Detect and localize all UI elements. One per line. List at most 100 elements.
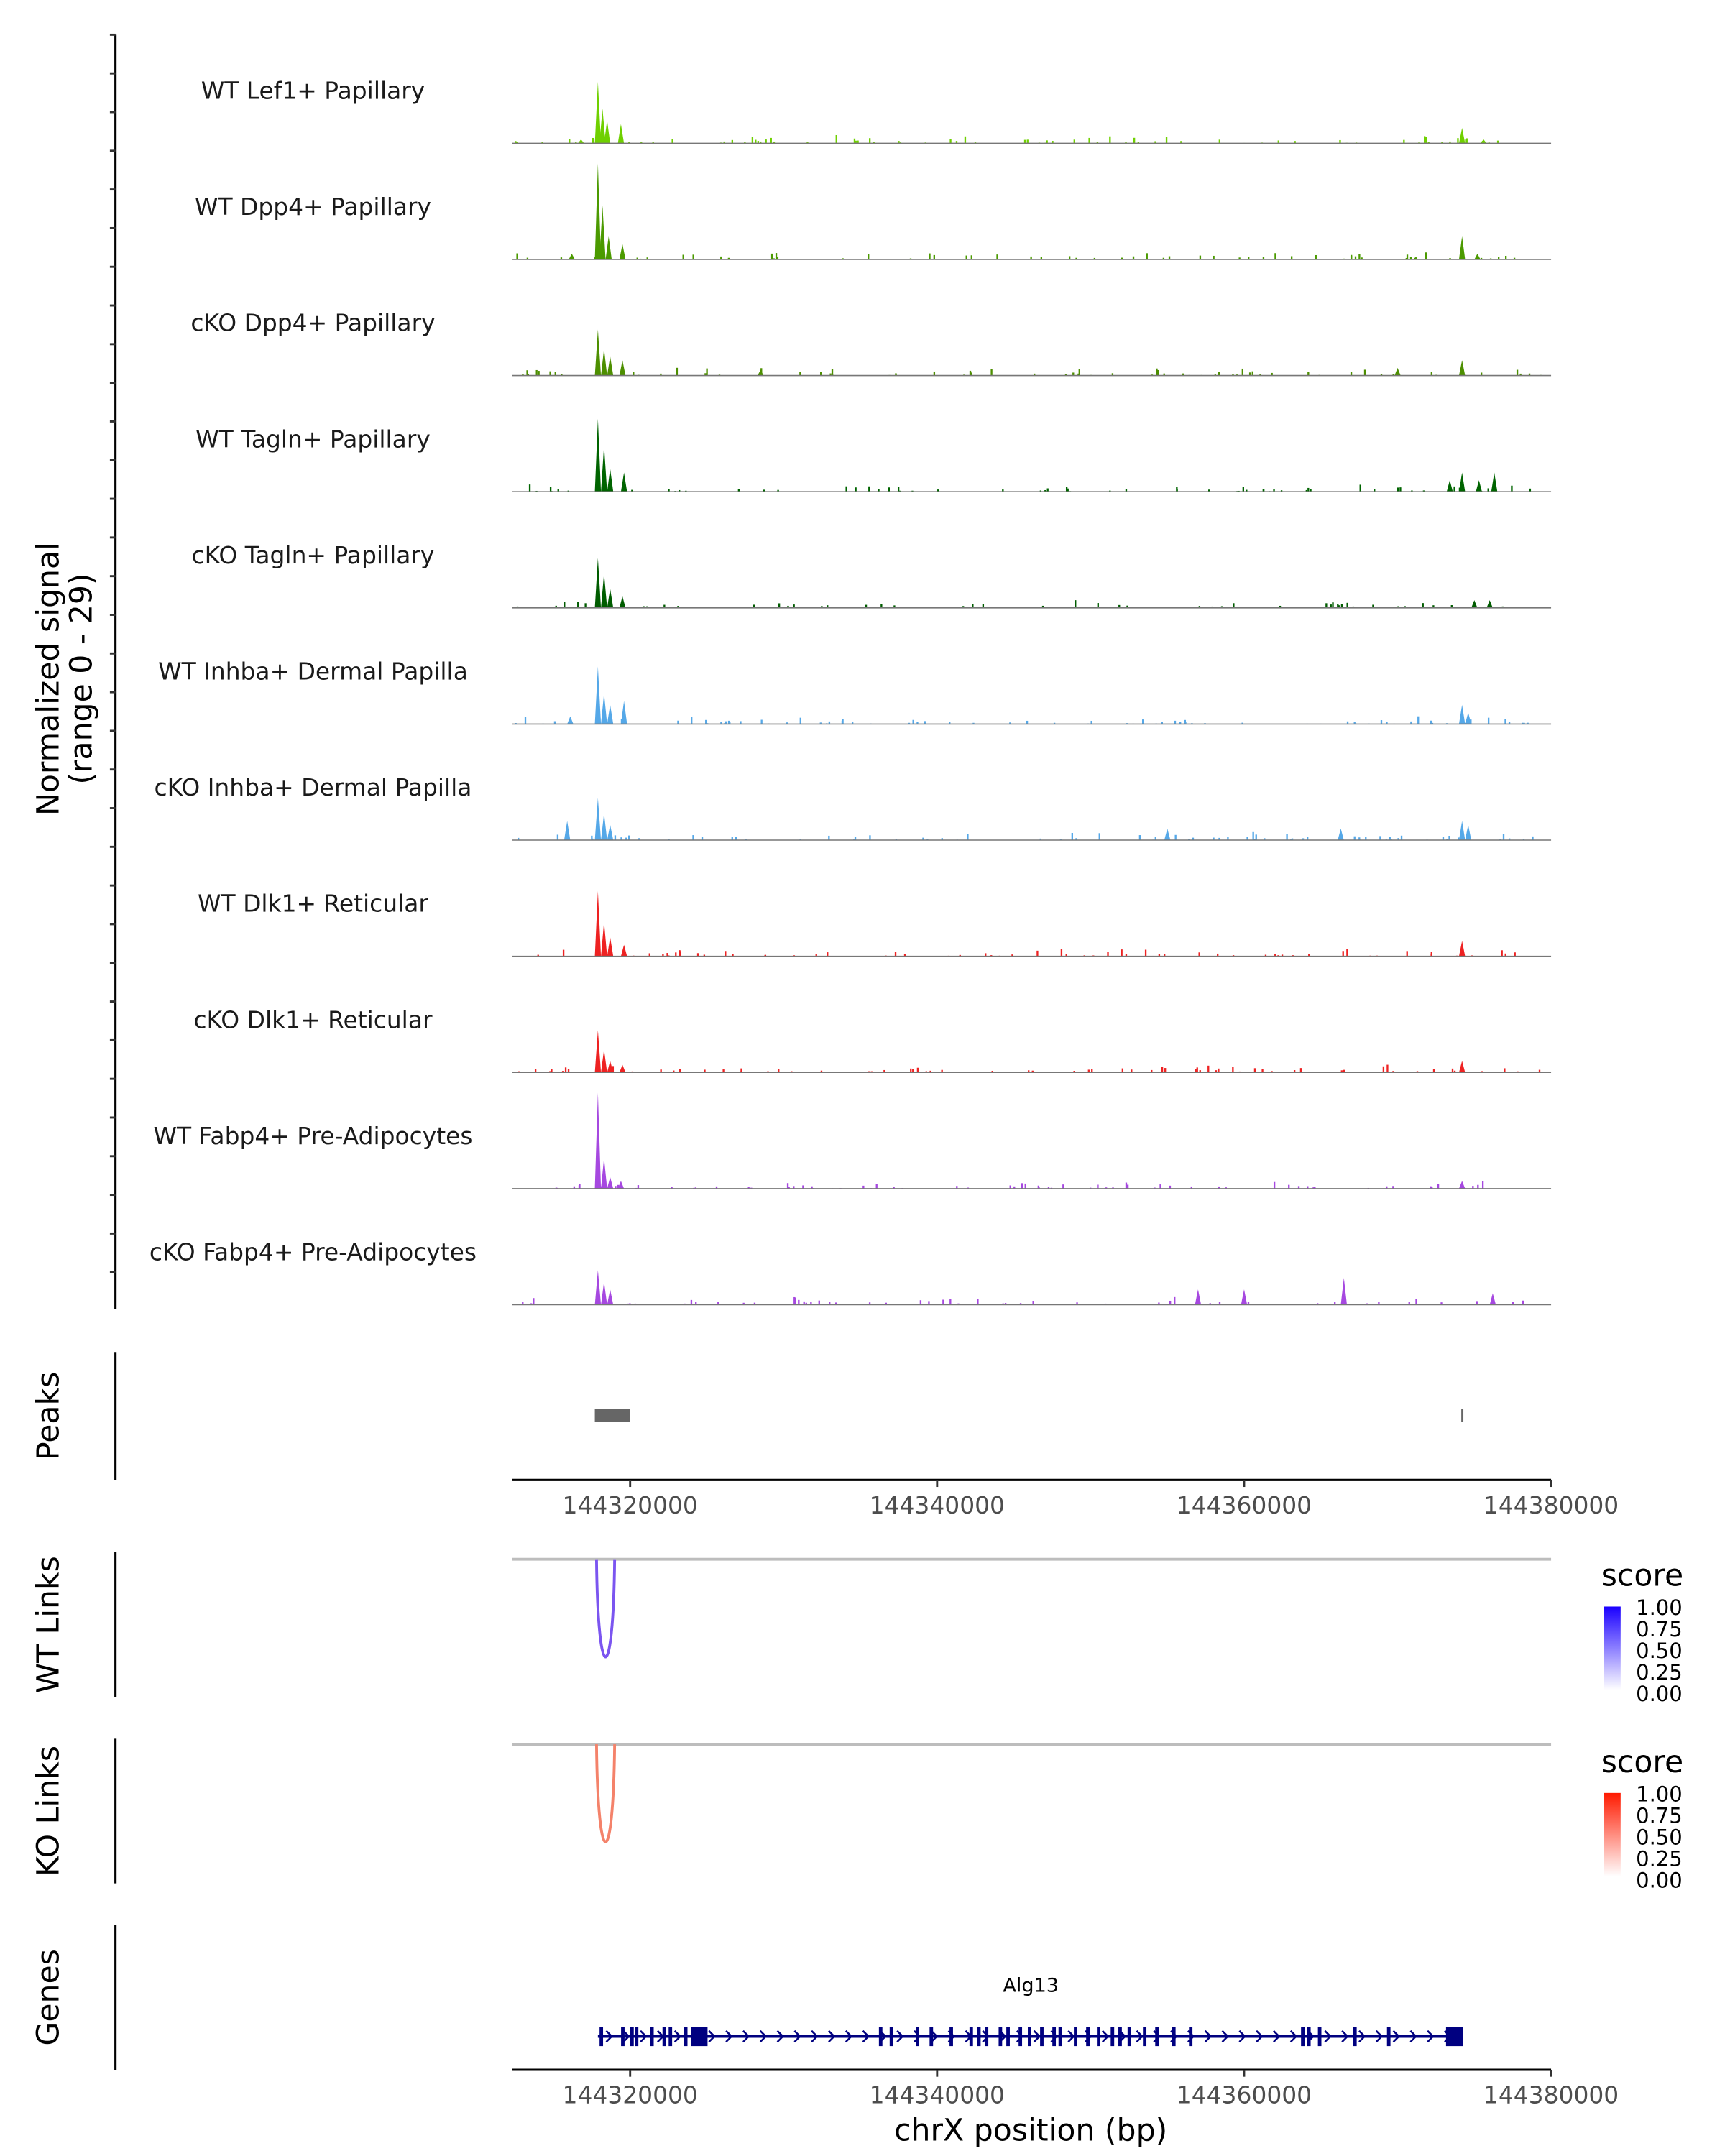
signal-noise — [1241, 368, 1243, 376]
signal-noise — [1338, 605, 1340, 608]
signal-noise — [770, 137, 772, 144]
signal-peak — [594, 558, 602, 608]
signal-noise — [696, 953, 699, 957]
signal-noise — [567, 1069, 570, 1073]
signal-noise — [1176, 489, 1178, 492]
signal-noise — [1332, 602, 1334, 608]
signal-noise — [731, 139, 734, 144]
legend-tick-label: 0.25 — [1636, 1660, 1683, 1685]
signal-peak — [601, 921, 607, 957]
signal-noise — [1046, 140, 1048, 144]
signal-noise — [1307, 372, 1310, 376]
signal-noise — [625, 837, 627, 841]
signal-noise — [1225, 1187, 1227, 1189]
track-label: cKO Fabp4+ Pre-Adipocytes — [150, 1238, 477, 1266]
gene-model-alg13 — [597, 2027, 1463, 2047]
signal-noise — [985, 953, 987, 957]
signal-peak — [619, 244, 626, 259]
signal-noise — [1353, 722, 1356, 724]
signal-y-axis — [109, 33, 117, 1309]
signal-noise — [1034, 373, 1036, 376]
signal-noise — [535, 369, 538, 376]
signal-peak — [1491, 472, 1498, 492]
gene-exon — [1127, 2027, 1131, 2047]
gene-name-label: Alg13 — [1003, 1975, 1059, 1997]
signal-peak — [1480, 139, 1487, 144]
signal-noise — [819, 722, 822, 724]
signal-noise — [561, 374, 563, 376]
signal-noise — [1430, 720, 1432, 724]
signal-peak — [567, 716, 574, 724]
signal-noise — [591, 835, 593, 841]
signal-noise — [949, 722, 951, 724]
signal-noise — [970, 255, 972, 259]
signal-peak — [1446, 480, 1453, 492]
signal-noise — [636, 257, 638, 259]
signal-noise — [1038, 1187, 1040, 1189]
signal-noise — [1481, 1071, 1484, 1073]
signal-noise — [1511, 485, 1513, 492]
signal-noise — [1053, 722, 1056, 724]
signal-noise — [851, 721, 854, 724]
signal-noise — [675, 952, 677, 957]
strand-arrow-icon — [742, 2030, 750, 2043]
signal-noise — [1273, 489, 1275, 492]
signal-peak — [1458, 472, 1466, 492]
signal-noise — [678, 489, 681, 492]
legend-tick-label: 0.00 — [1636, 1682, 1683, 1706]
signal-noise — [706, 368, 708, 376]
signal-peak — [569, 253, 575, 259]
x-tick-label: 144360000 — [1177, 1491, 1312, 1519]
signal-noise — [1218, 372, 1220, 376]
genes-label: Genes — [30, 1949, 66, 2046]
signal-noise — [942, 1299, 944, 1305]
signal-noise — [806, 142, 809, 144]
signal-noise — [1261, 1069, 1264, 1073]
signal-noise — [815, 954, 817, 957]
wt-links-label: WT Links — [30, 1556, 66, 1693]
signal-noise — [1161, 722, 1163, 724]
signal-noise — [671, 139, 673, 144]
gene-exon — [985, 2027, 989, 2047]
signal-peak — [594, 1092, 602, 1189]
signal-noise — [1414, 257, 1417, 259]
signal-peak — [1476, 480, 1482, 492]
signal-noise — [1073, 1071, 1075, 1073]
signal-noise — [526, 370, 528, 376]
legend-tick-label: 0.00 — [1636, 1868, 1683, 1892]
signal-noise — [737, 489, 740, 492]
signal-noise — [1218, 837, 1220, 841]
signal-noise — [1504, 953, 1506, 957]
signal-noise — [1138, 835, 1141, 841]
signal-noise — [929, 253, 931, 259]
signal-noise — [798, 1299, 800, 1305]
signal-noise — [793, 604, 795, 608]
signal-noise — [692, 835, 694, 841]
gene-exon — [1086, 2027, 1090, 2047]
signal-noise — [561, 1071, 564, 1073]
signal-noise — [1330, 604, 1332, 608]
gene-exon — [599, 2027, 604, 2047]
signal-peak — [619, 596, 626, 608]
signal-noise — [1218, 1186, 1220, 1189]
signal-peak — [578, 139, 584, 144]
signal-noise — [1125, 954, 1128, 957]
signal-peak — [594, 1270, 602, 1305]
signal-noise — [516, 606, 519, 608]
signal-noise — [727, 720, 730, 724]
signal-noise — [1291, 838, 1294, 841]
signal-noise — [1399, 487, 1402, 492]
signal-noise — [732, 954, 734, 957]
signal-noise — [775, 253, 778, 259]
signal-noise — [1198, 606, 1201, 608]
signal-noise — [1141, 607, 1144, 608]
signal-noise — [1476, 1301, 1478, 1305]
signal-peak — [1195, 1289, 1202, 1305]
signal-noise — [1264, 954, 1267, 957]
signal-noise — [1111, 373, 1114, 376]
signal-noise — [1422, 490, 1425, 492]
signal-noise — [1164, 1068, 1167, 1073]
signal-noise — [1218, 139, 1220, 144]
signal-noise — [594, 257, 596, 259]
signal-noise — [662, 954, 664, 957]
